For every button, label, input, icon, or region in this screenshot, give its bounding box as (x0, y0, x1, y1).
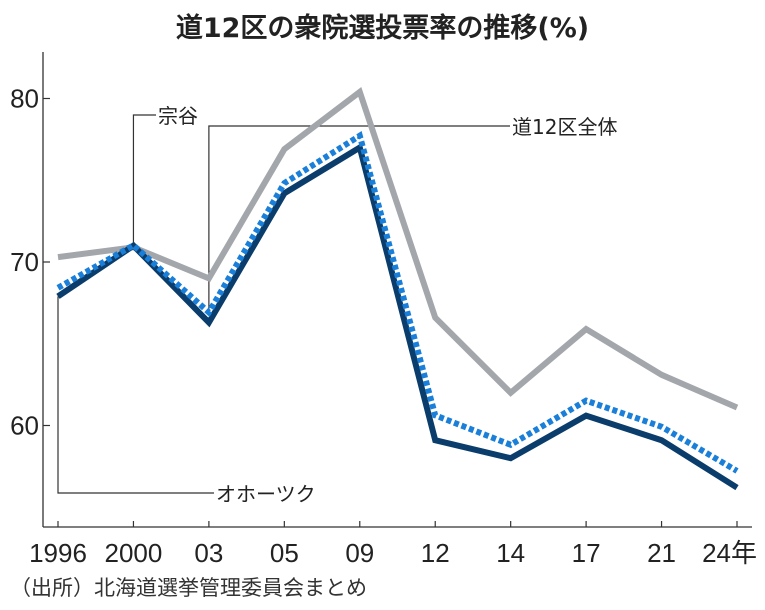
series-line-okhotsk (56, 142, 739, 491)
source-note: （出所）北海道選挙管理委員会まとめ (10, 576, 367, 600)
annotation-label-souya: 宗谷 (158, 104, 198, 128)
series-okhotsk (56, 142, 739, 491)
chart-title: 道12区の衆院選投票率の推移(%) (175, 13, 590, 44)
annotation-label-whole: 道12区全体 (512, 115, 617, 139)
y-tick-label: 80 (10, 84, 39, 114)
x-tick-label: 2000 (105, 538, 163, 568)
x-tick-label: 12 (421, 538, 450, 568)
x-tick-label: 14 (496, 538, 525, 568)
annotation-leader-whole (208, 125, 510, 315)
x-tick-label: 17 (572, 538, 601, 568)
y-tick-label: 70 (10, 247, 39, 277)
x-tick-label: 03 (194, 538, 223, 568)
x-tick-label: 09 (345, 538, 374, 568)
y-tick-label: 60 (10, 411, 39, 441)
x-tick-label: 24年 (702, 538, 757, 568)
series-line-souya (57, 87, 739, 411)
x-tick-label: 1996 (29, 538, 87, 568)
series-line-whole (56, 131, 739, 474)
x-tick-label: 05 (270, 538, 299, 568)
annotation-leader-okhotsk (57, 296, 214, 494)
x-tick-label: 21 (647, 538, 676, 568)
annotation-leader-souya (132, 114, 156, 248)
series-whole (56, 131, 739, 474)
series-souya (57, 87, 739, 411)
annotation-label-okhotsk: オホーツク (216, 482, 316, 506)
